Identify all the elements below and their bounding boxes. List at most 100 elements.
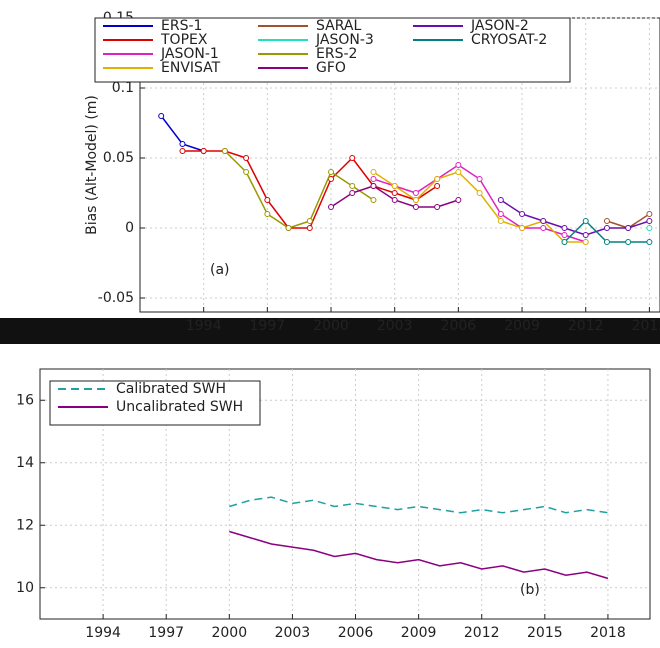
- point: [243, 169, 250, 175]
- legend-label: TOPEX: [160, 32, 208, 48]
- legend-label: JASON-3: [315, 32, 374, 48]
- series-line: [373, 171, 586, 243]
- legend-label: ENVISAT: [161, 60, 221, 76]
- point: [200, 148, 207, 154]
- x-tick-label: 2009: [401, 625, 437, 641]
- legend-label: Uncalibrated SWH: [116, 399, 243, 415]
- legend-label: ERS-1: [161, 18, 202, 34]
- y-tick-label: 0: [125, 220, 134, 236]
- series-line: [229, 530, 609, 580]
- point: [391, 183, 398, 189]
- point: [603, 225, 610, 231]
- point: [370, 197, 377, 203]
- y-tick-label: 10: [16, 580, 34, 596]
- x-tick-label: 2006: [338, 625, 374, 641]
- series-line: [224, 150, 374, 229]
- legend-label: JASON-2: [470, 18, 529, 34]
- y-tick-label: 12: [16, 517, 34, 533]
- point: [370, 169, 377, 175]
- x-tick-label: 2015: [632, 318, 660, 334]
- x-tick-label: 1997: [250, 318, 286, 334]
- point: [306, 218, 313, 224]
- point: [434, 176, 441, 182]
- y-tick-label: 0.1: [112, 80, 134, 96]
- point: [243, 155, 250, 161]
- series-line: [229, 496, 609, 514]
- x-tick-label: 2000: [211, 625, 247, 641]
- annotation: (b): [520, 582, 540, 598]
- point: [476, 190, 483, 196]
- point: [349, 155, 356, 161]
- point: [582, 218, 589, 224]
- point: [625, 225, 632, 231]
- point: [285, 225, 292, 231]
- point: [646, 225, 653, 231]
- point: [582, 232, 589, 238]
- point: [349, 183, 356, 189]
- point: [179, 148, 186, 154]
- annotation: (a): [210, 262, 230, 278]
- point: [179, 141, 186, 147]
- point: [603, 239, 610, 245]
- point: [264, 211, 271, 217]
- point: [328, 169, 335, 175]
- x-tick-label: 2012: [568, 318, 604, 334]
- plot-area: [39, 368, 651, 620]
- point: [158, 113, 165, 119]
- point: [391, 190, 398, 196]
- y-tick-label: 16: [16, 392, 34, 408]
- y-tick-label: -0.05: [98, 290, 134, 306]
- y-tick-label: 0.05: [103, 150, 134, 166]
- x-tick-label: 2018: [590, 625, 626, 641]
- separator-band: [0, 318, 660, 344]
- point: [221, 148, 228, 154]
- point: [519, 225, 526, 231]
- point: [370, 183, 377, 189]
- point: [412, 204, 419, 210]
- x-tick-label: 2006: [441, 318, 477, 334]
- point: [412, 190, 419, 196]
- x-tick-label: 1994: [85, 625, 121, 641]
- point: [455, 169, 462, 175]
- point: [328, 204, 335, 210]
- point: [264, 197, 271, 203]
- point: [540, 225, 547, 231]
- point: [476, 176, 483, 182]
- point: [561, 225, 568, 231]
- point: [540, 218, 547, 224]
- point: [603, 218, 610, 224]
- x-tick-label: 2003: [275, 625, 311, 641]
- point: [561, 239, 568, 245]
- legend-label: GFO: [316, 60, 346, 76]
- point: [646, 211, 653, 217]
- point: [497, 211, 504, 217]
- legend-label: SARAL: [316, 18, 361, 34]
- x-tick-label: 1994: [186, 318, 222, 334]
- legend-label: JASON-1: [160, 46, 219, 62]
- legend-label: Calibrated SWH: [116, 381, 226, 397]
- point: [497, 218, 504, 224]
- point: [561, 232, 568, 238]
- point: [497, 197, 504, 203]
- point: [391, 197, 398, 203]
- point: [434, 183, 441, 189]
- y-axis-label: Bias (Alt-Model) (m): [84, 95, 100, 235]
- point: [582, 239, 589, 245]
- x-tick-label: 1997: [148, 625, 184, 641]
- point: [455, 197, 462, 203]
- x-tick-label: 2009: [504, 318, 540, 334]
- legend-label: ERS-2: [316, 46, 357, 62]
- x-tick-label: 2015: [527, 625, 563, 641]
- legend-box: [94, 17, 571, 83]
- point: [455, 162, 462, 168]
- x-tick-label: 2003: [377, 318, 413, 334]
- point: [412, 197, 419, 203]
- point: [434, 204, 441, 210]
- x-tick-label: 2000: [313, 318, 349, 334]
- x-tick-label: 2012: [464, 625, 500, 641]
- y-tick-label: 14: [16, 455, 34, 471]
- point: [646, 218, 653, 224]
- point: [349, 190, 356, 196]
